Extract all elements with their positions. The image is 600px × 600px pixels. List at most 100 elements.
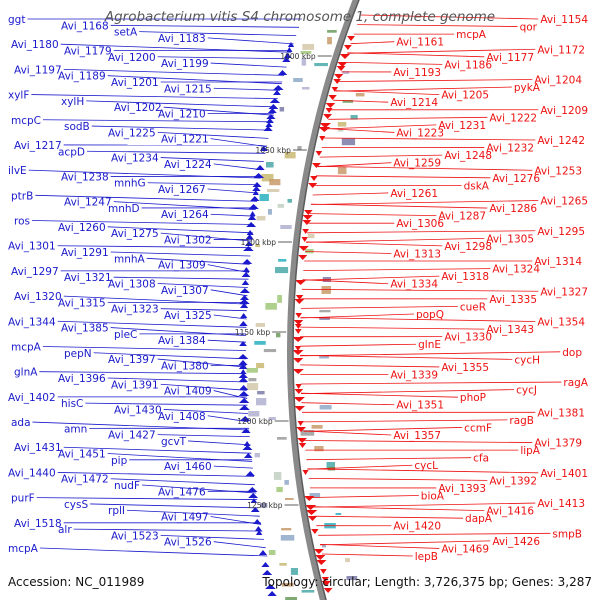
gene-label: Avi_1177: [486, 52, 534, 64]
minus-strand-arrow: [307, 516, 318, 521]
feature-block: [273, 472, 282, 480]
leader-line: [300, 392, 458, 398]
backbone-arc: [287, 0, 360, 600]
leader-line: [318, 532, 551, 536]
feature-block: [345, 558, 350, 563]
plus-strand-arrow: [239, 405, 250, 410]
feature-block: [279, 107, 285, 112]
leader-line: [160, 308, 247, 312]
feature-block: [281, 583, 294, 587]
gene-label: Avi_1334: [390, 279, 438, 291]
gene-label: Avi_1276: [492, 173, 540, 185]
leader-line: [338, 79, 533, 82]
leader-line: [314, 515, 464, 519]
plus-strand-arrow: [245, 234, 254, 239]
gene-label: ragB: [509, 415, 534, 427]
minus-strand-arrow: [315, 151, 323, 156]
gene-label: Avi_1351: [396, 400, 444, 412]
plus-strand-arrow: [282, 57, 291, 62]
gene-label: Avi_1295: [537, 226, 585, 238]
minus-strand-arrow: [298, 443, 307, 448]
feature-block: [293, 78, 303, 82]
leader-line: [317, 165, 533, 171]
gene-label: Avi_1413: [537, 498, 585, 510]
plus-strand-arrow: [247, 487, 258, 492]
leader-line: [347, 52, 485, 58]
gene-label: glnA: [14, 367, 38, 379]
leader-line: [90, 503, 259, 509]
feature-block: [327, 37, 332, 45]
feature-block: [285, 498, 294, 500]
feature-block: [246, 383, 259, 391]
leader-line: [357, 24, 518, 27]
feature-block: [309, 493, 321, 498]
minus-strand-arrow: [312, 163, 321, 168]
leader-line: [335, 86, 512, 92]
feature-block: [335, 513, 342, 515]
leader-line: [57, 245, 252, 249]
feature-block: [254, 341, 266, 345]
gene-label: Avi_1298: [444, 241, 492, 253]
gene-label: Avi_1324: [492, 264, 540, 276]
leader-line: [207, 188, 259, 194]
feature-block: [326, 462, 335, 470]
plus-strand-arrow: [267, 108, 277, 113]
leader-line: [210, 516, 262, 525]
feature-block: [254, 453, 260, 458]
gene-label: ggt: [8, 14, 25, 26]
leader-line: [300, 326, 485, 330]
leader-line: [307, 464, 413, 470]
gene-label: Avi_1380: [161, 360, 209, 372]
leader-line: [93, 352, 247, 360]
plus-strand-arrow: [239, 385, 249, 390]
minus-strand-arrow: [321, 581, 331, 586]
gene-label: setA: [114, 27, 138, 39]
gene-label: Avi_1451: [58, 449, 106, 461]
minus-strand-arrow: [302, 229, 309, 234]
gene-label: Avi_1323: [111, 304, 159, 316]
plus-strand-arrow: [243, 246, 254, 251]
feature-block: [265, 303, 277, 310]
tick-label: 1050 kbp: [256, 146, 292, 155]
accession-caption: Accession: NC_011989: [8, 575, 145, 589]
plus-strand-arrow: [255, 530, 263, 535]
minus-strand-arrow: [294, 406, 306, 411]
gene-label: Avi_1209: [540, 105, 588, 117]
gene-label: mcpA: [8, 543, 39, 555]
minus-strand-arrow: [294, 389, 304, 394]
gene-label: Avi_1420: [393, 521, 441, 533]
leader-line: [39, 371, 247, 375]
feature-block: [319, 405, 332, 410]
minus-strand-arrow: [339, 54, 351, 59]
gene-label: Avi_1232: [486, 143, 534, 155]
feature-block: [284, 152, 296, 159]
leader-line: [306, 457, 472, 461]
leader-line: [160, 535, 264, 540]
plus-strand-arrow: [258, 550, 267, 555]
gene-label: Avi_1204: [534, 75, 582, 87]
minus-strand-arrow: [319, 136, 326, 141]
gene-label: mcpA: [456, 29, 487, 41]
feature-block: [297, 146, 302, 150]
minus-strand-arrow: [325, 103, 336, 108]
leader-line: [86, 100, 276, 108]
gene-label: pykA: [514, 82, 541, 94]
gene-label: Avi_1231: [438, 120, 486, 132]
leader-line: [110, 251, 251, 257]
leader-line: [213, 541, 266, 549]
tick-label: 1200 kbp: [237, 417, 273, 426]
plus-strand-arrow: [243, 441, 251, 446]
gene-label: mnhD: [108, 203, 140, 215]
gene-label: Avi_1497: [161, 512, 209, 524]
leader-line: [360, 14, 539, 20]
gene-label: mcpA: [11, 341, 42, 353]
leader-line: [299, 343, 417, 347]
leader-line: [311, 200, 539, 205]
minus-strand-arrow: [292, 337, 304, 342]
minus-strand-arrow: [337, 62, 348, 67]
gene-label: popQ: [416, 309, 444, 321]
leader-line: [207, 264, 250, 273]
gene-label: purF: [11, 493, 35, 505]
feature-block: [287, 199, 292, 203]
gene-label: Avi_1186: [444, 59, 492, 71]
